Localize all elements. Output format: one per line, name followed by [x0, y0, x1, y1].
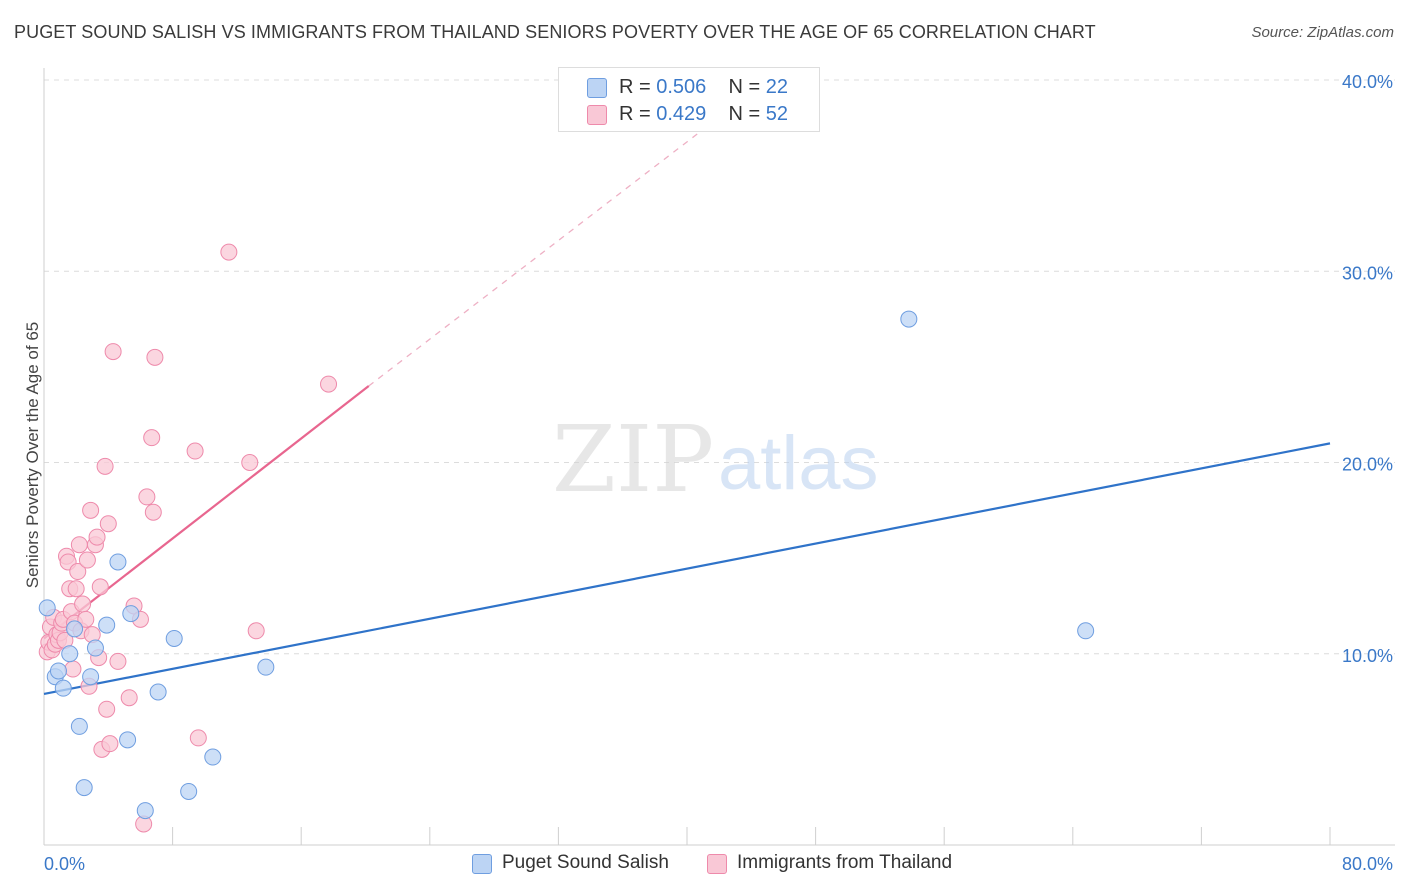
point-thailand	[64, 660, 82, 678]
stats-text-thailand: R = 0.429 N = 52	[619, 103, 788, 126]
point-thailand	[109, 652, 127, 670]
point-thailand	[320, 375, 338, 393]
y-tick-label: 20.0%	[1342, 455, 1393, 475]
point-salish	[61, 645, 79, 663]
point-salish	[122, 605, 140, 623]
legend-swatch-salish	[587, 78, 607, 98]
point-thailand	[91, 578, 109, 596]
point-thailand	[67, 580, 85, 598]
point-salish	[136, 802, 154, 820]
point-thailand	[88, 528, 106, 546]
trend-line-salish	[43, 442, 1331, 695]
trend-line-thailand	[43, 385, 370, 640]
point-thailand	[143, 429, 161, 447]
point-salish	[70, 717, 88, 735]
series-salish-points	[38, 310, 1095, 820]
point-salish	[149, 683, 167, 701]
point-thailand	[120, 689, 138, 707]
legend-swatch-thailand	[707, 854, 727, 874]
point-thailand	[70, 536, 88, 554]
x-tick-label-min: 0.0%	[44, 854, 85, 874]
r-label: R =	[619, 103, 651, 125]
point-thailand	[104, 343, 122, 361]
point-salish	[38, 599, 56, 617]
point-salish	[75, 779, 93, 797]
watermark-zip: ZIP	[552, 406, 714, 513]
y-tick-label: 40.0%	[1342, 72, 1393, 92]
source-credit: Source: ZipAtlas.com	[1251, 24, 1394, 41]
legend-swatch-salish	[472, 854, 492, 874]
stats-legend: R = 0.506 N = 22 R = 0.429 N = 52	[558, 67, 820, 132]
point-salish	[180, 782, 198, 800]
y-axis-label: Seniors Poverty Over the Age of 65	[23, 321, 42, 589]
tick-labels: 10.0% 20.0% 30.0% 40.0% 0.0% 80.0%	[44, 72, 1393, 874]
point-salish	[66, 620, 84, 638]
point-salish	[204, 748, 222, 766]
point-thailand	[247, 622, 265, 640]
n-value: 52	[765, 103, 789, 125]
point-salish	[109, 553, 127, 571]
series-thailand-points	[38, 243, 338, 833]
point-thailand	[82, 501, 100, 519]
legend-label-thailand: Immigrants from Thailand	[737, 852, 953, 873]
point-thailand	[241, 454, 259, 471]
legend-swatch-thailand	[587, 105, 607, 125]
point-salish	[165, 629, 183, 647]
point-thailand	[146, 348, 164, 366]
r-label: R =	[619, 76, 651, 98]
point-salish	[54, 679, 72, 697]
point-thailand	[186, 442, 204, 460]
chart-title: PUGET SOUND SALISH VS IMMIGRANTS FROM TH…	[14, 22, 1096, 42]
n-label: N =	[728, 76, 761, 98]
n-value: 22	[765, 76, 789, 98]
stats-text-salish: R = 0.506 N = 22	[619, 76, 788, 99]
point-thailand	[144, 503, 162, 521]
axes	[43, 68, 1395, 846]
y-tick-label: 30.0%	[1342, 263, 1393, 283]
point-thailand	[101, 735, 119, 753]
point-salish	[119, 731, 137, 749]
point-thailand	[99, 515, 117, 533]
point-thailand	[220, 243, 238, 261]
point-salish	[98, 616, 116, 634]
point-thailand	[138, 488, 156, 506]
point-salish	[49, 662, 67, 680]
r-value: 0.429	[656, 103, 707, 125]
point-salish	[1077, 622, 1095, 640]
legend-label-salish: Puget Sound Salish	[502, 852, 669, 873]
point-salish	[257, 658, 275, 676]
y-tick-label: 10.0%	[1342, 646, 1393, 666]
point-thailand	[96, 457, 114, 475]
trend-line-thailand-extension	[368, 104, 736, 387]
point-thailand	[189, 729, 207, 747]
point-thailand	[77, 610, 95, 628]
point-thailand	[74, 595, 92, 613]
point-salish	[86, 639, 104, 657]
point-thailand	[69, 563, 87, 581]
point-salish	[82, 668, 100, 686]
x-tick-label-max: 80.0%	[1342, 854, 1393, 874]
point-thailand	[78, 551, 96, 569]
n-label: N =	[728, 103, 761, 125]
gridlines	[44, 79, 1395, 655]
r-value: 0.506	[656, 76, 707, 98]
watermark-atlas: atlas	[718, 421, 879, 506]
point-thailand	[98, 700, 116, 718]
trend-lines	[43, 104, 1331, 695]
point-salish	[900, 310, 918, 328]
